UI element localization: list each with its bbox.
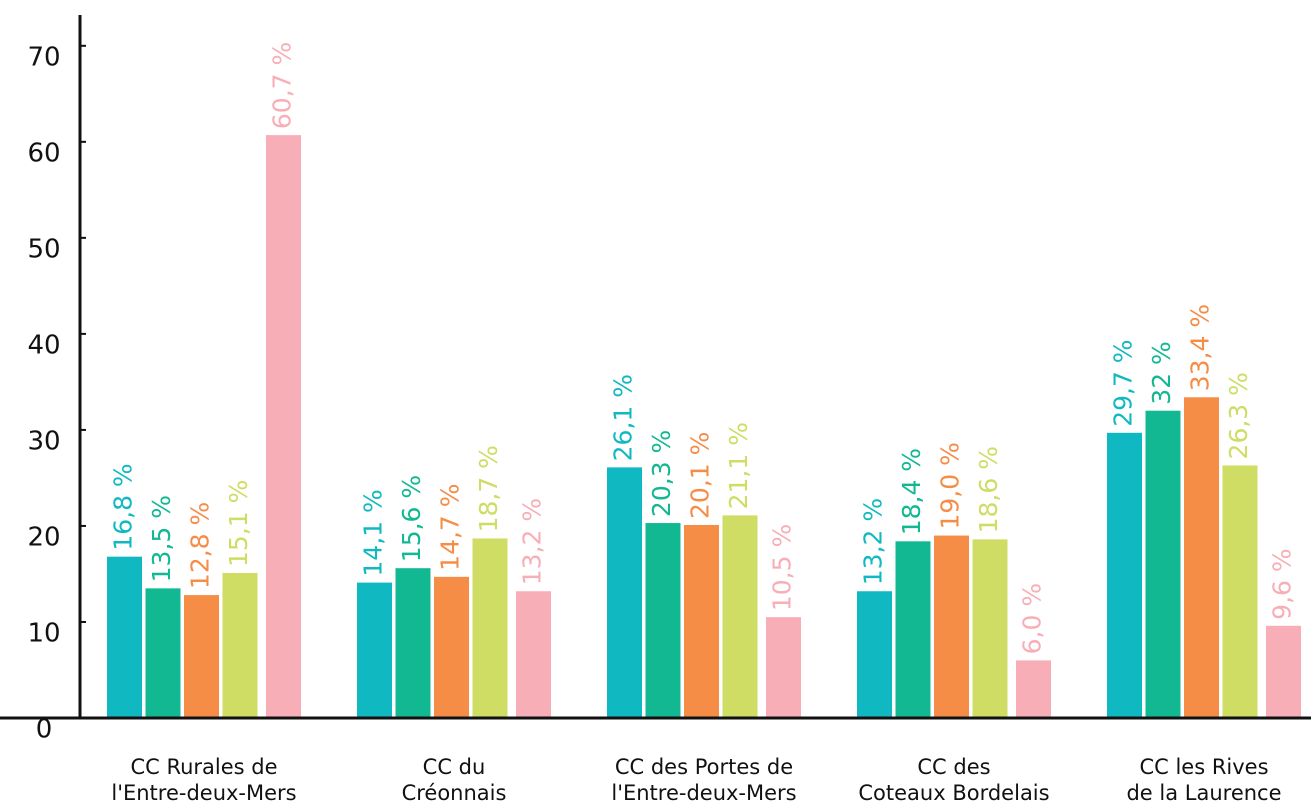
x-tick-label-line: CC les Rives <box>1139 755 1268 779</box>
x-tick-label: CC du Créonnais <box>402 755 507 805</box>
bar <box>266 135 301 718</box>
bar <box>895 541 931 718</box>
value-label: 15,6 % <box>397 475 426 562</box>
bar <box>645 523 681 718</box>
bar <box>222 572 258 718</box>
value-label: 10,5 % <box>768 524 797 611</box>
x-tick-label-line: l'Entre-deux-Mers <box>111 781 296 805</box>
y-tick-label: 10 <box>27 618 60 648</box>
bar <box>1016 660 1051 718</box>
y-tick-label: 20 <box>27 522 60 552</box>
bar <box>472 538 508 718</box>
bar <box>1145 410 1181 718</box>
bar <box>607 467 642 718</box>
value-label: 18,6 % <box>974 446 1003 533</box>
value-label: 20,1 % <box>686 432 715 519</box>
x-tick-label-line: CC Rurales de <box>130 755 277 779</box>
bar <box>1222 465 1258 718</box>
y-tick-label: 60 <box>27 138 60 168</box>
x-tick-label-line: de la Laurence <box>1126 781 1281 805</box>
value-label: 14,1 % <box>359 489 388 576</box>
x-tick-label-line: l'Entre-deux-Mers <box>611 781 796 805</box>
bar <box>1184 397 1219 718</box>
bar <box>434 576 469 718</box>
value-label: 13,2 % <box>859 498 888 585</box>
x-tick-label-line: CC des Portes de <box>615 755 793 779</box>
bar <box>395 568 431 718</box>
bar <box>145 588 181 718</box>
x-tick-label-line: CC des <box>917 755 990 779</box>
value-label: 26,3 % <box>1224 372 1253 459</box>
bar <box>1266 625 1301 718</box>
x-tick-label: CC des Coteaux Bordelais <box>858 755 1049 805</box>
y-tick-label: 40 <box>27 330 60 360</box>
bar <box>684 524 719 718</box>
value-label: 13,5 % <box>147 495 176 582</box>
value-label: 12,8 % <box>186 502 215 589</box>
x-tick-label: CC des Portes de l'Entre-deux-Mers <box>611 755 796 805</box>
value-label: 9,6 % <box>1268 548 1297 619</box>
y-tick-label: 0 <box>36 715 53 745</box>
value-label: 29,7 % <box>1109 339 1138 426</box>
value-label: 15,1 % <box>224 480 253 567</box>
bar <box>722 515 758 718</box>
value-label: 13,2 % <box>518 498 547 585</box>
x-tick-label-line: Coteaux Bordelais <box>858 781 1049 805</box>
y-tick-label: 30 <box>27 426 60 456</box>
bar <box>766 617 801 718</box>
y-tick-label: 70 <box>27 42 60 72</box>
value-label: 33,4 % <box>1186 304 1215 391</box>
x-tick-label: CC Rurales de l'Entre-deux-Mers <box>111 755 296 805</box>
value-label: 21,1 % <box>724 422 753 509</box>
x-tick-label: CC les Rives de la Laurence <box>1126 755 1281 805</box>
bar <box>107 556 142 718</box>
bar <box>357 582 392 718</box>
bar <box>516 591 551 718</box>
value-label: 18,4 % <box>897 448 926 535</box>
x-tick-label-line: Créonnais <box>402 781 507 805</box>
value-label: 16,8 % <box>109 463 138 550</box>
bar <box>857 591 892 718</box>
bar <box>184 595 219 718</box>
bar <box>1107 432 1142 718</box>
value-label: 60,7 % <box>268 42 297 129</box>
value-label: 18,7 % <box>474 445 503 532</box>
x-tick-label-line: CC du <box>423 755 486 779</box>
bar <box>934 535 969 718</box>
value-label: 19,0 % <box>936 442 965 529</box>
y-tick-label: 50 <box>27 234 60 264</box>
value-label: 14,7 % <box>436 483 465 570</box>
value-label: 6,0 % <box>1018 583 1047 654</box>
bar <box>972 539 1008 718</box>
value-label: 20,3 % <box>647 430 676 517</box>
value-label: 32 % <box>1147 341 1176 405</box>
value-label: 26,1 % <box>609 374 638 461</box>
